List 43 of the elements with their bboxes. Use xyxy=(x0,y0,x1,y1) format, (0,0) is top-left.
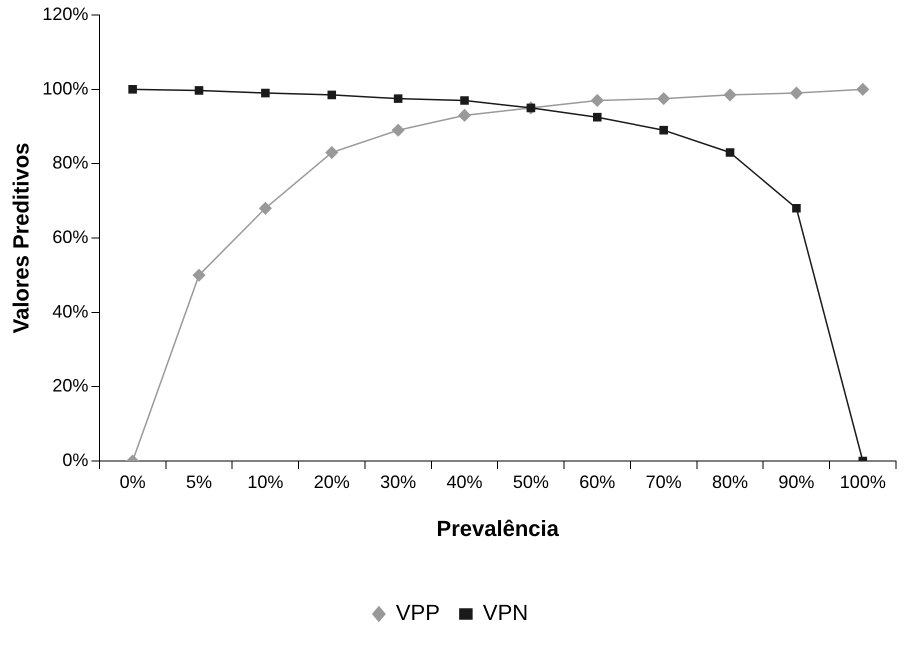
x-tick-label: 10% xyxy=(247,472,284,492)
point xyxy=(458,109,471,122)
point xyxy=(790,86,803,100)
y-axis-title: Valores Preditivos xyxy=(8,142,34,334)
point xyxy=(724,88,736,102)
x-tick-label: 0% xyxy=(120,472,146,492)
y-tick-label: 20% xyxy=(52,376,88,396)
y-tick-label: 40% xyxy=(52,301,88,322)
x-tick-label: 70% xyxy=(646,472,682,492)
point xyxy=(326,146,338,159)
y-tick-label: 120% xyxy=(42,4,88,24)
x-axis-title: Prevalência xyxy=(436,516,560,541)
point xyxy=(460,96,469,105)
point xyxy=(394,94,402,103)
y-tick-label: 100% xyxy=(42,78,88,98)
point xyxy=(726,148,734,157)
x-tick-label: 40% xyxy=(446,472,483,492)
x-tick-label: 20% xyxy=(314,472,350,492)
point xyxy=(659,126,668,134)
point xyxy=(194,86,204,95)
y-tick-label: 0% xyxy=(62,450,88,470)
point xyxy=(657,92,670,105)
x-tick-label: 100% xyxy=(840,472,886,492)
point xyxy=(392,124,404,136)
x-tick-label: 60% xyxy=(579,472,616,492)
x-tick-label: 90% xyxy=(778,472,814,492)
point xyxy=(856,83,870,96)
point xyxy=(192,268,206,282)
point xyxy=(259,202,272,215)
point xyxy=(591,94,604,107)
x-tick-label: 5% xyxy=(186,472,212,492)
x-tick-label: 80% xyxy=(712,472,748,492)
x-tick-label: 50% xyxy=(512,472,549,492)
point xyxy=(128,85,137,94)
legend-label: VPP xyxy=(396,600,440,626)
point xyxy=(327,90,336,100)
point xyxy=(261,88,270,98)
y-tick-label: 60% xyxy=(52,226,88,247)
legend-label: VPN xyxy=(482,600,528,626)
x-tick-label: 30% xyxy=(380,472,416,492)
point xyxy=(792,204,801,213)
point xyxy=(593,112,602,122)
y-tick-label: 80% xyxy=(52,152,88,173)
